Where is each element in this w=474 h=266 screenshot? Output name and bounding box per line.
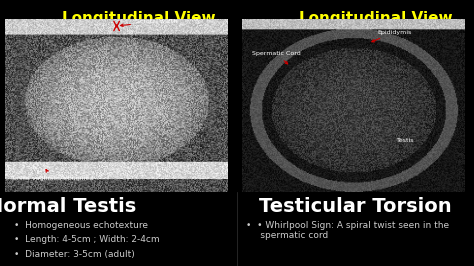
Text: Longitudinal View: Longitudinal View — [62, 11, 215, 26]
Text: •  Homogeneous echotexture: • Homogeneous echotexture — [14, 221, 148, 230]
Text: •  Length: 4-5cm ; Width: 2-4cm: • Length: 4-5cm ; Width: 2-4cm — [14, 235, 160, 244]
Text: Spermatic Cord: Spermatic Cord — [252, 51, 301, 64]
Text: •  Diameter: 3-5cm (adult): • Diameter: 3-5cm (adult) — [14, 250, 135, 259]
Text: •  • Whirlpool Sign: A spiral twist seen in the
     spermatic cord: • • Whirlpool Sign: A spiral twist seen … — [246, 221, 450, 240]
Text: Epididymis: Epididymis — [372, 30, 412, 42]
Text: Testicular Torsion: Testicular Torsion — [259, 197, 452, 216]
Text: Tunica vaginalis/albuginea: Tunica vaginalis/albuginea — [10, 169, 93, 181]
Text: Longitudinal View: Longitudinal View — [299, 11, 452, 26]
Text: Normal Testis: Normal Testis — [0, 197, 136, 216]
Text: Scrotal width: Scrotal width — [120, 19, 177, 27]
Text: Testis: Testis — [397, 138, 415, 143]
